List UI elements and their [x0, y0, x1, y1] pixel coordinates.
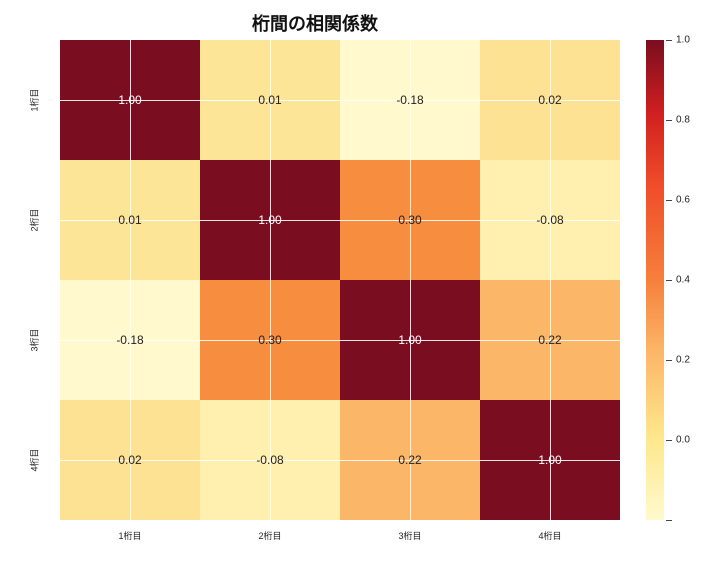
colorbar-tick-label: 0.6 — [676, 195, 690, 206]
heatmap-cell: 1.00 — [480, 400, 620, 520]
heatmap-cell: 0.30 — [200, 280, 340, 400]
heatmap-cell: -0.08 — [200, 400, 340, 520]
heatmap-cell-value: -0.08 — [256, 453, 283, 467]
heatmap-cell: 1.00 — [60, 40, 200, 160]
heatmap-cell-value: 0.22 — [398, 453, 421, 467]
y-tick-label: 3桁目 — [28, 320, 41, 360]
colorbar-tick-label: 0.4 — [676, 275, 690, 286]
x-tick-label: 1桁目 — [118, 529, 141, 542]
heatmap-cell: 0.30 — [340, 160, 480, 280]
colorbar-tick — [666, 40, 672, 41]
heatmap-cell: 0.01 — [60, 160, 200, 280]
heatmap-cell: 1.00 — [200, 160, 340, 280]
colorbar-tick-label: 0.8 — [676, 115, 690, 126]
y-tick-label: 1桁目 — [28, 80, 41, 120]
colorbar-tick — [666, 280, 672, 281]
colorbar-tick — [666, 440, 672, 441]
x-tick-label: 3桁目 — [398, 529, 421, 542]
heatmap-cell: 0.22 — [340, 400, 480, 520]
heatmap-cell: 0.22 — [480, 280, 620, 400]
heatmap-cell-value: -0.18 — [116, 333, 143, 347]
colorbar: 0.00.20.40.60.81.0 — [646, 40, 664, 520]
heatmap-cell-value: 0.01 — [118, 213, 141, 227]
heatmap-cell: 0.02 — [60, 400, 200, 520]
colorbar-tick-label: 1.0 — [676, 35, 690, 46]
heatmap-cell: 0.02 — [480, 40, 620, 160]
x-tick-label: 2桁目 — [258, 529, 281, 542]
x-tick-label: 4桁目 — [538, 529, 561, 542]
chart-title: 桁間の相関係数 — [0, 10, 630, 36]
heatmap-cell-value: 0.01 — [258, 93, 281, 107]
heatmap-cell-value: 1.00 — [118, 93, 141, 107]
heatmap-cell: 0.01 — [200, 40, 340, 160]
heatmap-cell-value: 0.02 — [538, 93, 561, 107]
colorbar-tick-label: 0.2 — [676, 355, 690, 366]
colorbar-tick — [666, 360, 672, 361]
heatmap-grid: 1.00 0.01 -0.18 0.02 0.01 1.00 0.30 -0.08 -0.18 0… — [60, 40, 620, 520]
heatmap-cell-value: 0.22 — [538, 333, 561, 347]
heatmap-cell-value: 1.00 — [398, 333, 421, 347]
heatmap-cell: -0.08 — [480, 160, 620, 280]
heatmap-cell-value: -0.08 — [536, 213, 563, 227]
heatmap-cell-value: 1.00 — [258, 213, 281, 227]
heatmap-cell: -0.18 — [60, 280, 200, 400]
plot-area: 1.00 0.01 -0.18 0.02 0.01 1.00 0.30 -0.08 -0.18 0… — [60, 40, 620, 520]
heatmap-cell: -0.18 — [340, 40, 480, 160]
colorbar-gradient — [646, 40, 664, 520]
heatmap-cell-value: 0.30 — [258, 333, 281, 347]
y-tick-label: 2桁目 — [28, 200, 41, 240]
colorbar-tick — [666, 520, 672, 521]
heatmap-cell-value: 0.02 — [118, 453, 141, 467]
heatmap-cell: 1.00 — [340, 280, 480, 400]
colorbar-tick-label: 0.0 — [676, 435, 690, 446]
heatmap-cell-value: 0.30 — [398, 213, 421, 227]
colorbar-tick — [666, 120, 672, 121]
heatmap-cell-value: 1.00 — [538, 453, 561, 467]
heatmap-cell-value: -0.18 — [396, 93, 423, 107]
y-tick-label: 4桁目 — [28, 440, 41, 480]
correlation-heatmap: 桁間の相関係数 1.00 0.01 -0.18 0.02 0.01 1.00 0.30 -0.… — [0, 0, 720, 576]
colorbar-tick — [666, 200, 672, 201]
